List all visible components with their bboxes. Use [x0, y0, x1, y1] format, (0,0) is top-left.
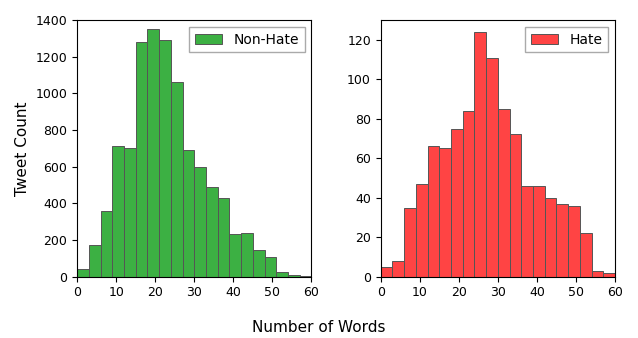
Bar: [475, 32, 486, 276]
Bar: [604, 273, 615, 276]
Bar: [276, 272, 288, 276]
Bar: [265, 257, 276, 276]
Bar: [451, 128, 463, 276]
Bar: [159, 40, 171, 276]
Bar: [498, 109, 510, 276]
Bar: [533, 186, 545, 276]
Bar: [124, 148, 136, 276]
Bar: [545, 198, 556, 276]
Bar: [288, 275, 300, 276]
Bar: [427, 146, 440, 276]
Bar: [171, 82, 182, 276]
Bar: [568, 206, 580, 276]
Bar: [195, 167, 206, 276]
Bar: [521, 186, 533, 276]
Bar: [440, 148, 451, 276]
Bar: [77, 269, 89, 276]
Bar: [218, 198, 230, 276]
Bar: [463, 111, 475, 276]
Y-axis label: Tweet Count: Tweet Count: [15, 101, 30, 196]
Bar: [556, 203, 568, 276]
Bar: [206, 187, 218, 276]
Bar: [147, 29, 159, 276]
Bar: [230, 235, 241, 276]
Legend: Non-Hate: Non-Hate: [189, 27, 304, 52]
Legend: Hate: Hate: [525, 27, 608, 52]
Bar: [89, 245, 101, 276]
Bar: [101, 211, 112, 276]
Bar: [392, 261, 404, 276]
Bar: [136, 42, 147, 276]
Bar: [404, 208, 416, 276]
Bar: [253, 250, 265, 276]
Bar: [241, 233, 253, 276]
Bar: [182, 150, 195, 276]
Bar: [486, 57, 498, 276]
Bar: [580, 233, 591, 276]
Bar: [510, 135, 521, 276]
Bar: [591, 271, 604, 276]
Text: Number of Words: Number of Words: [252, 320, 386, 335]
Bar: [416, 184, 427, 276]
Bar: [381, 267, 392, 276]
Bar: [112, 146, 124, 276]
